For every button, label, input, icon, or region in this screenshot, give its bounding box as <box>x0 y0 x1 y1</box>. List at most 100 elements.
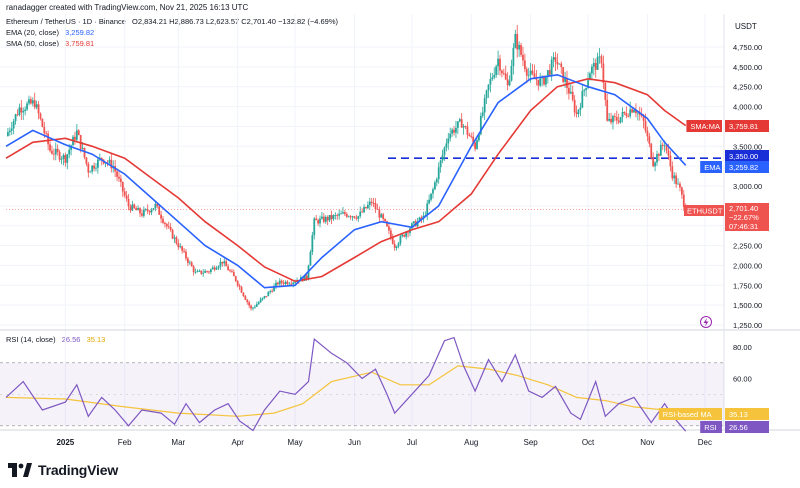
candle-body <box>411 223 413 229</box>
currency-label[interactable]: USDT <box>735 22 757 31</box>
candle-body <box>546 70 549 76</box>
candle-body <box>89 171 92 173</box>
price-tick-label: 4,250.00 <box>733 83 762 92</box>
candle-body <box>85 157 88 164</box>
rsi-ma-tag-label-bg <box>658 408 722 420</box>
candle-body <box>552 57 555 60</box>
candle-body <box>294 282 297 283</box>
time-tick-label: Oct <box>582 438 595 447</box>
candle-body <box>41 118 44 127</box>
candle-body <box>661 144 664 146</box>
candle-body <box>663 145 666 147</box>
candle-body <box>192 266 195 273</box>
candle-body <box>121 181 124 192</box>
price-tick-label: 1,500.00 <box>733 301 762 310</box>
candle-body <box>357 216 360 219</box>
candle-body <box>252 307 254 309</box>
candle-body <box>164 222 166 224</box>
candle-body <box>75 130 78 140</box>
candle-body <box>592 62 595 67</box>
candle-body <box>439 160 442 168</box>
candle-body <box>564 78 566 82</box>
candle-body <box>613 116 616 118</box>
candle-body <box>658 154 660 156</box>
candle-body <box>548 70 551 75</box>
rsi-band <box>0 362 724 427</box>
candle-body <box>652 158 655 167</box>
candle-body <box>393 243 396 248</box>
candle-body <box>497 58 499 67</box>
candle-body <box>366 204 369 209</box>
price-tick-label: 3,500.00 <box>733 142 762 151</box>
candle-body <box>483 98 486 113</box>
rsi-legend[interactable]: RSI (14, close) 26.56 35.13 <box>6 335 105 344</box>
candle-body <box>399 236 402 244</box>
candle-body <box>336 215 339 216</box>
candle-body <box>500 70 503 74</box>
candle-body <box>380 214 383 218</box>
candle-body <box>474 142 476 149</box>
candle-body <box>349 216 352 218</box>
candle-body <box>514 33 517 48</box>
candle-body <box>412 221 415 224</box>
candle-body <box>472 136 475 143</box>
candle-body <box>650 143 653 159</box>
candle-body <box>432 189 434 194</box>
price-tags: SMA:MA 3,759.81 3,350.00 EMA 3,259.82 2,701.4… <box>6 120 769 433</box>
candle-body <box>328 214 331 221</box>
candle-body <box>56 148 59 152</box>
candle-body <box>225 261 228 267</box>
time-tick-label: Feb <box>118 438 132 447</box>
candle-body <box>116 171 118 177</box>
ema-value: 3,259.82 <box>65 28 95 37</box>
candle-body <box>539 78 542 86</box>
candle-body <box>682 194 685 207</box>
symbol-name[interactable]: Ethereum / TetherUS · 1D · Binance <box>6 17 126 26</box>
candle-body <box>87 163 90 173</box>
sma-price-tag-label: SMA:MA <box>690 122 720 131</box>
hline-price-tag-value-bg <box>725 150 769 162</box>
candle-body <box>64 154 67 163</box>
candle-body <box>677 183 679 185</box>
price-tick-label: 2,250.00 <box>733 242 762 251</box>
candle-body <box>583 89 586 92</box>
candle-body <box>458 119 461 122</box>
candle-body <box>206 271 208 272</box>
candle-body <box>97 159 99 168</box>
candle-body <box>606 99 609 121</box>
candle-body <box>426 203 429 216</box>
candle-body <box>365 206 367 209</box>
candle-body <box>560 63 563 68</box>
candle-body <box>361 211 364 213</box>
candle-body <box>303 275 306 281</box>
candle-body <box>282 282 285 284</box>
flash-icon[interactable] <box>700 316 712 328</box>
candle-body <box>407 232 409 234</box>
candle-body <box>418 217 421 222</box>
candle-body <box>160 214 162 219</box>
price-tick-label: 4,750.00 <box>733 43 762 52</box>
candle-body <box>70 145 72 150</box>
candle-body <box>623 111 626 114</box>
ema-legend[interactable]: EMA (20, close) 3,259.82 <box>6 28 94 37</box>
candle-body <box>581 91 584 108</box>
candle-body <box>280 280 283 283</box>
candle-body <box>16 114 19 116</box>
sma-legend[interactable]: SMA (50, close) 3,759.81 <box>6 39 94 48</box>
candle-body <box>135 207 138 211</box>
time-axis[interactable]: 2025 Feb Mar Apr May Jun Jul Aug Sep Oct Nov Dec <box>56 438 712 447</box>
brand-name: TradingView <box>38 462 119 478</box>
candle-body <box>254 306 256 308</box>
candle-body <box>181 246 184 251</box>
candle-body <box>33 100 36 108</box>
rsi-ma-tag-label: RSI-based MA <box>663 410 712 419</box>
candle-body <box>594 62 597 70</box>
candle-body <box>158 206 161 215</box>
candle-body <box>271 291 274 292</box>
candle-body <box>100 157 103 160</box>
candle-body <box>18 107 21 116</box>
candle-body <box>543 77 545 85</box>
time-tick-label: Jul <box>407 438 417 447</box>
price-tick-label: 1,250.00 <box>733 321 762 330</box>
